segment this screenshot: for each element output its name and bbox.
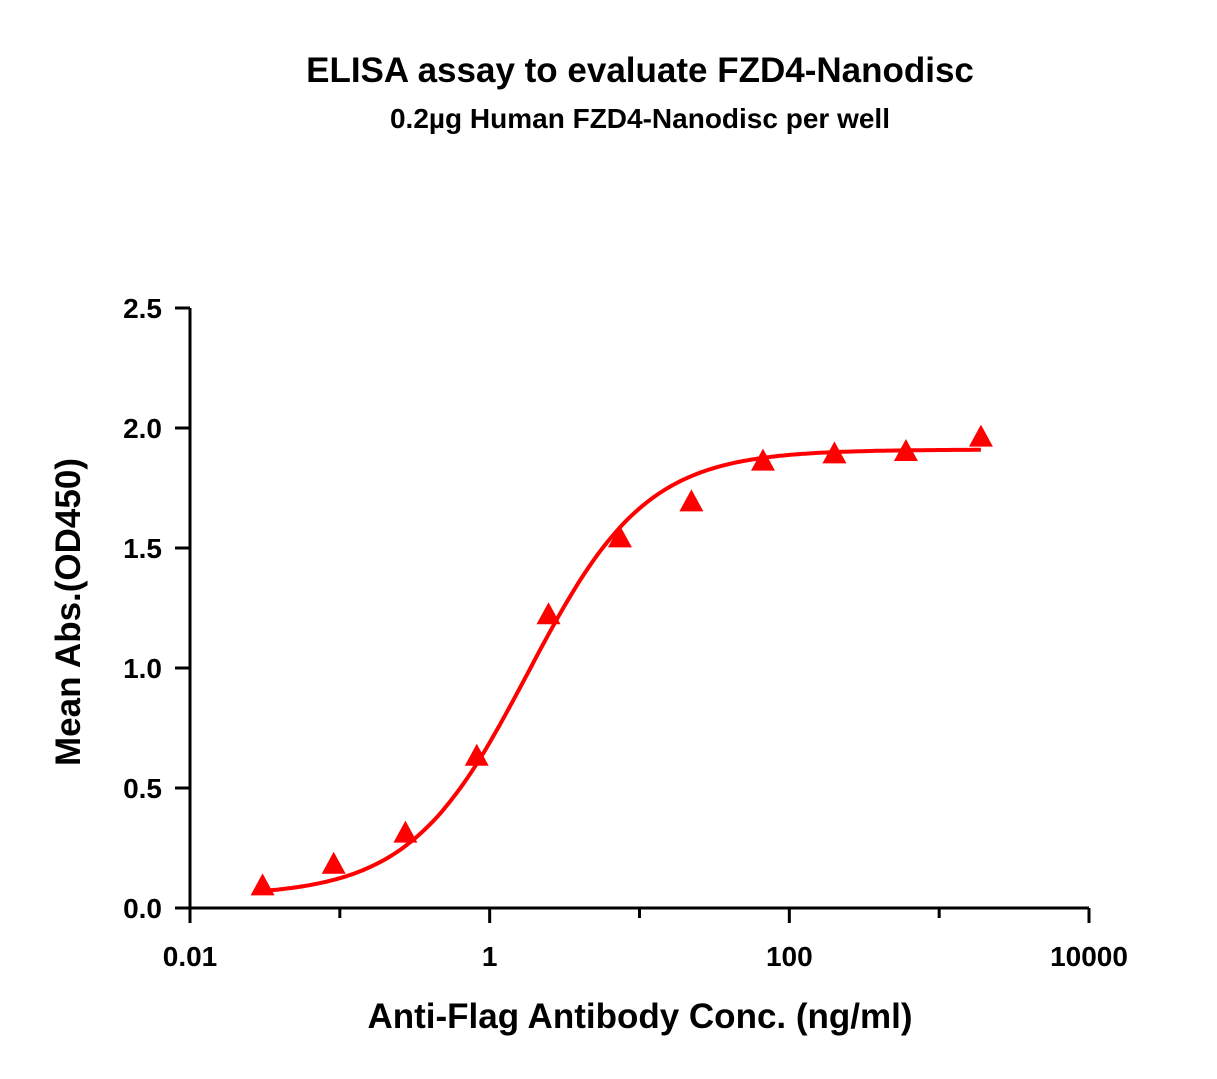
y-axis-label: Mean Abs.(OD450): [49, 458, 88, 766]
data-point-triangle: [464, 743, 489, 766]
tick-labels: 0.0 0.5 1.0 1.5 2.0 2.5 0.01 1 100 10000: [123, 293, 1128, 972]
fit-curve: [262, 447, 981, 893]
data-point-triangle: [393, 820, 418, 843]
data-point-triangle: [822, 441, 847, 464]
x-tick-label: 10000: [1050, 941, 1128, 972]
y-tick-label: 0.0: [123, 893, 162, 924]
chart-title: ELISA assay to evaluate FZD4-Nanodisc: [306, 51, 974, 90]
y-tick-label: 1.0: [123, 653, 162, 684]
data-point-triangle: [607, 525, 632, 548]
y-tick-label: 1.5: [123, 533, 162, 564]
data-point-triangle: [750, 448, 775, 471]
data-point-triangle: [536, 602, 561, 625]
y-tick-label: 2.5: [123, 293, 162, 324]
x-tick-label: 1: [482, 941, 498, 972]
x-tick-label: 100: [766, 941, 813, 972]
x-axis-label: Anti-Flag Antibody Conc. (ng/ml): [367, 997, 912, 1036]
data-point-triangle: [250, 873, 275, 896]
data-points: [250, 424, 993, 896]
x-tick-label: 0.01: [163, 941, 218, 972]
data-point-triangle: [679, 489, 704, 512]
data-point-triangle: [893, 439, 918, 461]
axes: [175, 306, 1091, 923]
y-tick-label: 2.0: [123, 413, 162, 444]
data-point-triangle: [968, 424, 993, 447]
y-tick-label: 0.5: [123, 773, 162, 804]
chart-subtitle: 0.2µg Human FZD4-Nanodisc per well: [390, 103, 890, 134]
data-point-triangle: [321, 851, 346, 874]
